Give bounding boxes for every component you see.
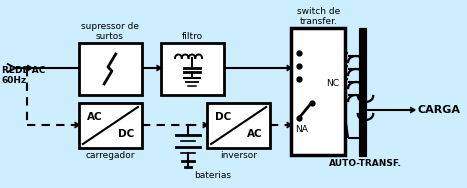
- Bar: [207, 103, 270, 148]
- Text: switch de
transfer.: switch de transfer.: [297, 7, 340, 26]
- Bar: [291, 28, 345, 155]
- Text: DC: DC: [215, 112, 231, 122]
- Text: supressor de
surtos: supressor de surtos: [81, 22, 139, 41]
- Text: AC: AC: [247, 129, 262, 139]
- Text: NC: NC: [326, 79, 339, 87]
- Text: AC: AC: [87, 112, 102, 122]
- Bar: [161, 43, 224, 95]
- Text: AUTO-TRANSF.: AUTO-TRANSF.: [329, 159, 402, 168]
- Bar: [79, 103, 142, 148]
- Bar: [79, 43, 142, 95]
- Text: DC: DC: [118, 129, 134, 139]
- Text: REDE AC
60Hz: REDE AC 60Hz: [2, 66, 45, 85]
- Text: baterias: baterias: [194, 171, 231, 180]
- Text: filtro: filtro: [181, 32, 203, 41]
- Text: NA: NA: [295, 126, 308, 134]
- Text: CARGA: CARGA: [417, 105, 460, 115]
- Text: carregador: carregador: [85, 151, 134, 160]
- Text: inversor: inversor: [219, 151, 257, 160]
